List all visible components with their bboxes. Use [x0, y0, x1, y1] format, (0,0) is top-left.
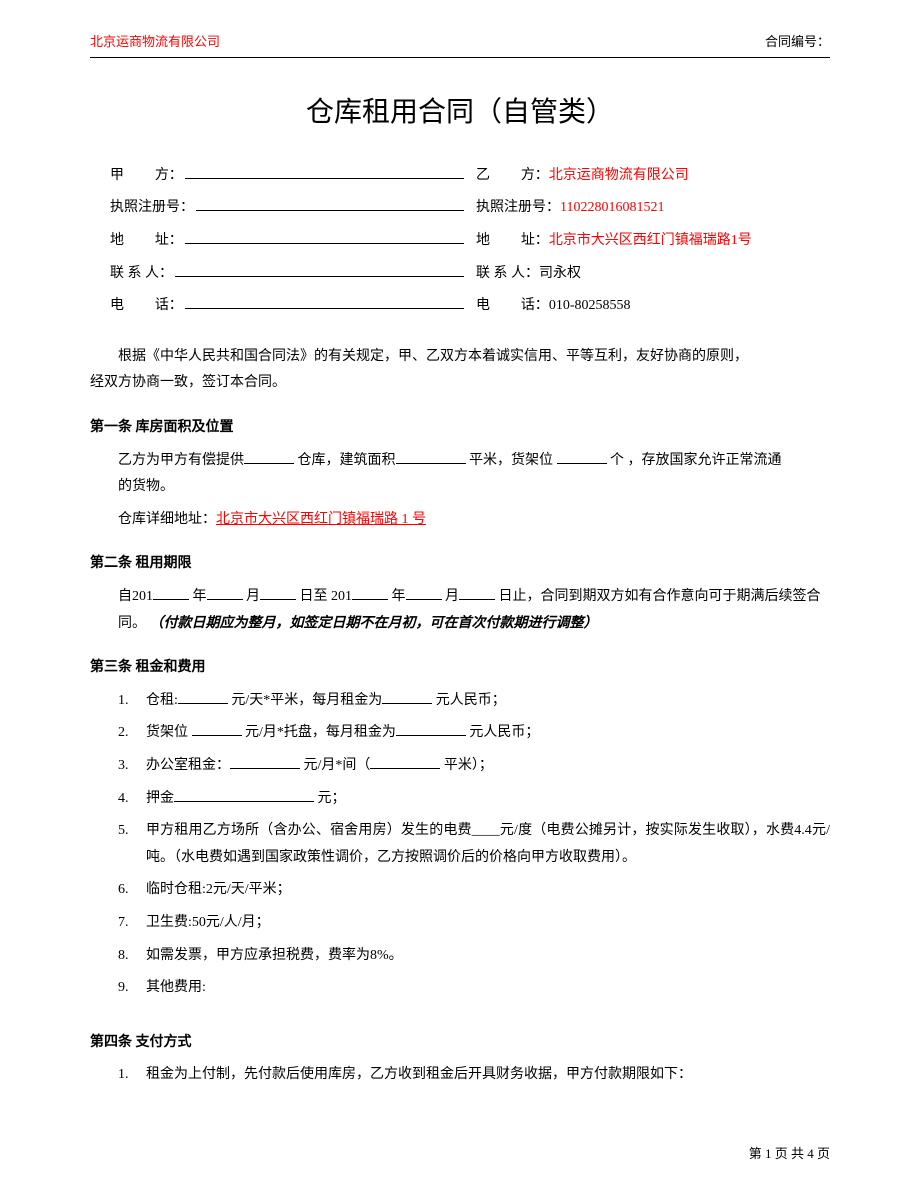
party-b-contact-value: 司永权	[539, 261, 581, 288]
party-a-name-blank	[185, 164, 464, 179]
section-3-list: 1. 仓租: 元/天*平米，每月租金为 元人民币； 2. 货架位 元/月*托盘，…	[118, 688, 830, 1002]
party-b-address-value: 北京市大兴区西红门镇福瑞路1号	[549, 228, 752, 255]
sec3-item-5: 5. 甲方租用乙方场所（含办公、宿舍用房）发生的电费____元/度（电费公摊另计…	[118, 818, 830, 871]
page-header: 北京运商物流有限公司 合同编号：	[90, 30, 830, 58]
warehouse-address-row: 仓库详细地址：北京市大兴区西红门镇福瑞路 1 号	[118, 507, 830, 534]
party-b-contact-row: 联 系 人： 司永权	[476, 261, 830, 288]
sec4-item-1: 1. 租金为上付制，先付款后使用库房，乙方收到租金后开具财务收据，甲方付款期限如…	[118, 1062, 830, 1089]
sec3-item-6: 6. 临时仓租:2元/天/平米；	[118, 877, 830, 904]
party-a-license-row: 执照注册号：	[110, 195, 464, 222]
party-b-license-row: 执照注册号： 110228016081521	[476, 195, 830, 222]
party-a-contact-row: 联 系 人：	[110, 261, 464, 288]
sec3-item-4: 4. 押金 元；	[118, 786, 830, 813]
party-b-license-value: 110228016081521	[560, 195, 664, 222]
party-a-contact-blank	[175, 262, 464, 277]
section-4-list: 1. 租金为上付制，先付款后使用库房，乙方收到租金后开具财务收据，甲方付款期限如…	[118, 1062, 830, 1089]
document-title: 仓库租用合同（自管类）	[90, 86, 830, 139]
section-1-body: 乙方为甲方有偿提供 仓库，建筑面积 平米，货架位 个 ，存放国家允许正常流通 的…	[118, 448, 830, 501]
page-footer: 第 1 页 共 4 页	[749, 1142, 830, 1167]
section-3-title: 第三条 租金和费用	[90, 655, 830, 682]
sec3-item-3: 3. 办公室租金： 元/月*间（ 平米）；	[118, 753, 830, 780]
party-b-phone-value: 010-80258558	[549, 293, 631, 320]
sec3-item-9: 9. 其他费用:	[118, 975, 830, 1002]
intro-paragraph: 根据《中华人民共和国合同法》的有关规定，甲、乙双方本着诚实信用、平等互利，友好协…	[90, 344, 830, 397]
party-a-phone-blank	[185, 294, 464, 309]
party-b-address-row: 地址： 北京市大兴区西红门镇福瑞路1号	[476, 228, 830, 255]
party-b-name-value: 北京运商物流有限公司	[549, 163, 689, 190]
party-b-column: 乙方： 北京运商物流有限公司 执照注册号： 110228016081521 地址…	[476, 163, 830, 326]
party-a-column: 甲方： 执照注册号： 地址： 联 系 人： 电话：	[110, 163, 464, 326]
party-b-phone-row: 电话： 010-80258558	[476, 293, 830, 320]
party-a-address-row: 地址：	[110, 228, 464, 255]
party-a-license-blank	[196, 196, 464, 211]
contract-number-label: 合同编号：	[765, 30, 830, 55]
party-a-phone-row: 电话：	[110, 293, 464, 320]
party-a-address-blank	[185, 229, 464, 244]
sec3-item-7: 7. 卫生费:50元/人/月；	[118, 910, 830, 937]
payment-date-note: （付款日期应为整月，如签定日期不在月初，可在首次付款期进行调整）	[150, 616, 598, 631]
sec3-item-8: 8. 如需发票，甲方应承担税费，费率为8%。	[118, 943, 830, 970]
party-a-name-row: 甲方：	[110, 163, 464, 190]
header-company: 北京运商物流有限公司	[90, 30, 220, 55]
sec3-item-2: 2. 货架位 元/月*托盘，每月租金为 元人民币；	[118, 720, 830, 747]
warehouse-address-value: 北京市大兴区西红门镇福瑞路 1 号	[216, 512, 426, 527]
section-1-title: 第一条 库房面积及位置	[90, 415, 830, 442]
document-page: 北京运商物流有限公司 合同编号： 仓库租用合同（自管类） 甲方： 执照注册号： …	[0, 0, 920, 1191]
sec3-item-1: 1. 仓租: 元/天*平米，每月租金为 元人民币；	[118, 688, 830, 715]
section-2-body: 自201 年 月 日至 201 年 月 日止，合同到期双方如有合作意向可于期满后…	[118, 584, 830, 637]
parties-block: 甲方： 执照注册号： 地址： 联 系 人： 电话： 乙方：	[110, 163, 830, 326]
section-2-title: 第二条 租用期限	[90, 551, 830, 578]
section-4-title: 第四条 支付方式	[90, 1030, 830, 1057]
party-b-name-row: 乙方： 北京运商物流有限公司	[476, 163, 830, 190]
